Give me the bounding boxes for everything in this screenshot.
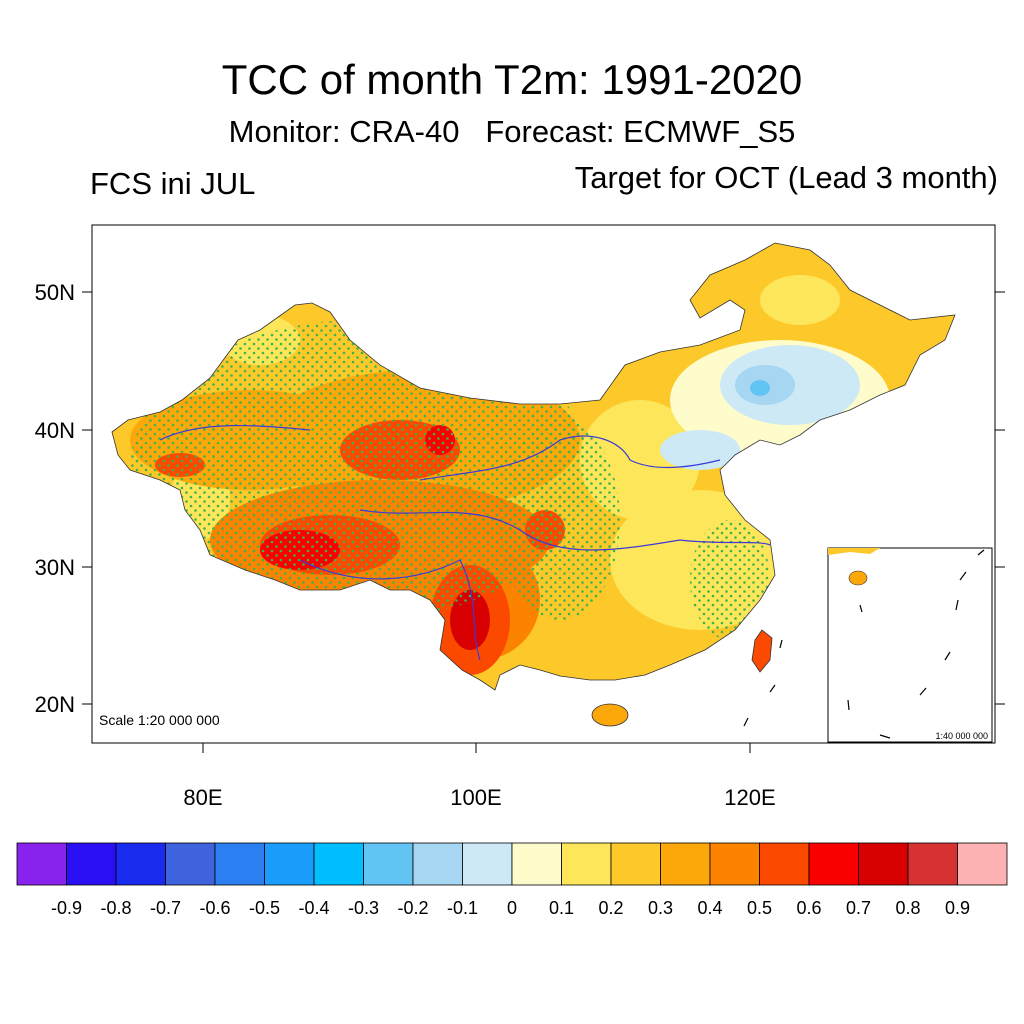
colorbar-label: -0.8 <box>100 898 131 918</box>
lat-ticks <box>82 291 1005 705</box>
colorbar-swatch <box>214 842 265 886</box>
river-tarim <box>159 424 311 441</box>
china-outline <box>111 242 956 691</box>
taiwan-island <box>751 629 773 673</box>
lat-tick-30: 30N <box>35 555 75 580</box>
colorbar-swatch <box>412 842 463 886</box>
lon-tick-120: 120E <box>724 785 775 810</box>
colorbar-label: 0 <box>507 898 517 918</box>
colorbar-label: 0.7 <box>846 898 871 918</box>
colorbar-swatch <box>808 842 859 886</box>
river-yangtze <box>359 509 771 551</box>
inset-nine-dash <box>847 549 985 739</box>
colorbar-label: -0.9 <box>51 898 82 918</box>
figure-title: TCC of month T2m: 1991-2020 <box>221 56 803 103</box>
colorbar-swatch <box>709 842 760 886</box>
colorbar-swatch <box>957 842 1008 886</box>
lon-tick-100: 100E <box>450 785 501 810</box>
inset-mainland <box>828 548 880 555</box>
main-scale-label: Scale 1:20 000 000 <box>99 712 220 728</box>
colorbar-label: 0.4 <box>697 898 722 918</box>
colorbar-swatch <box>511 842 562 886</box>
colorbar-swatch <box>16 842 67 886</box>
figure-subtitle: Monitor: CRA-40 Forecast: ECMWF_S5 <box>228 114 796 149</box>
init-label: FCS ini JUL <box>90 166 256 201</box>
colorbar-swatch <box>660 842 711 886</box>
inset-scale-label: 1:40 000 000 <box>935 731 988 741</box>
colorbar-swatch <box>165 842 216 886</box>
colorbar-label: 0.2 <box>598 898 623 918</box>
colorbar-label: -0.7 <box>150 898 181 918</box>
colorbar-swatch <box>610 842 661 886</box>
lat-tick-20: 20N <box>35 692 75 717</box>
colorbar-label: -0.6 <box>199 898 230 918</box>
hainan-island <box>591 703 629 727</box>
colorbar-label: 0.9 <box>945 898 970 918</box>
colorbar-swatch <box>462 842 513 886</box>
river-yarlung <box>299 559 481 661</box>
main-nine-dash <box>743 639 783 727</box>
colorbar-label: 0.6 <box>796 898 821 918</box>
colorbar: -0.9 -0.8 -0.7 -0.6 -0.5 -0.4 -0.3 -0.2 -0.1 0 0.1… <box>16 842 1008 918</box>
colorbar-swatch <box>264 842 315 886</box>
colorbar-swatch <box>907 842 958 886</box>
river-yellow <box>419 435 721 481</box>
colorbar-label: 0.3 <box>648 898 673 918</box>
colorbar-swatch <box>313 842 364 886</box>
colorbar-label: -0.5 <box>249 898 280 918</box>
colorbar-label: -0.4 <box>298 898 329 918</box>
lon-tick-80: 80E <box>183 785 222 810</box>
colorbar-swatch <box>858 842 909 886</box>
colorbar-swatch <box>561 842 612 886</box>
colorbar-swatch <box>115 842 166 886</box>
lat-tick-50: 50N <box>35 280 75 305</box>
lon-ticks <box>202 743 751 753</box>
colorbar-label: 0.8 <box>895 898 920 918</box>
inset-hainan <box>848 570 868 586</box>
lat-tick-40: 40N <box>35 418 75 443</box>
colorbar-label: -0.3 <box>348 898 379 918</box>
colorbar-label: 0.5 <box>747 898 772 918</box>
colorbar-label: 0.1 <box>549 898 574 918</box>
colorbar-swatch <box>759 842 810 886</box>
colorbar-label: -0.1 <box>447 898 478 918</box>
colorbar-label: -0.2 <box>397 898 428 918</box>
colorbar-swatch <box>66 842 117 886</box>
colorbar-swatch <box>363 842 414 886</box>
target-label: Target for OCT (Lead 3 month) <box>574 160 998 195</box>
